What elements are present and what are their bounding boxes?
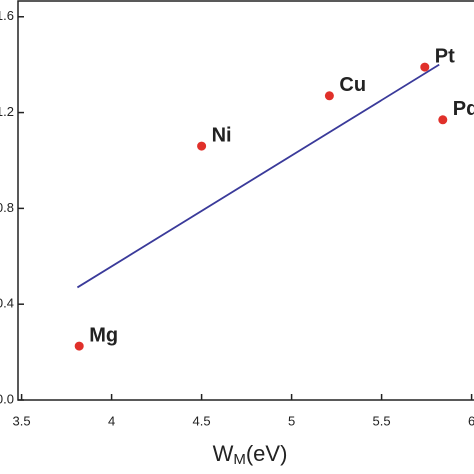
x-tick-label: 4 [108, 413, 115, 428]
x-label-main: W [213, 441, 234, 466]
y-tick-label: 1.6 [0, 8, 14, 23]
point-label: Ni [212, 124, 232, 146]
point-label: Cu [339, 74, 366, 96]
plot-frame [17, 0, 474, 401]
x-tick-label: 5.5 [373, 413, 391, 428]
data-point [438, 115, 448, 125]
data-point [324, 91, 334, 101]
fit-line [76, 63, 440, 289]
point-label: Pt [435, 45, 455, 67]
x-tick-label: 4.5 [193, 413, 211, 428]
point-label: Pd [453, 98, 474, 120]
x-tick-label: 5 [288, 413, 295, 428]
data-point [420, 62, 430, 72]
y-tick-label: 1.2 [0, 104, 14, 119]
y-tick-label: 0.0 [0, 391, 14, 406]
x-label-sub: M [233, 451, 246, 468]
x-label-rest: (eV) [246, 441, 288, 466]
data-point [197, 141, 207, 151]
y-tick-label: 0.4 [0, 296, 14, 311]
point-label: Mg [89, 324, 118, 346]
x-tick-label: 6 [468, 413, 474, 428]
data-point [74, 341, 84, 351]
y-tick-label: 0.8 [0, 200, 14, 215]
x-axis-label: WM(eV) [213, 441, 288, 468]
x-tick-label: 3.5 [13, 413, 31, 428]
